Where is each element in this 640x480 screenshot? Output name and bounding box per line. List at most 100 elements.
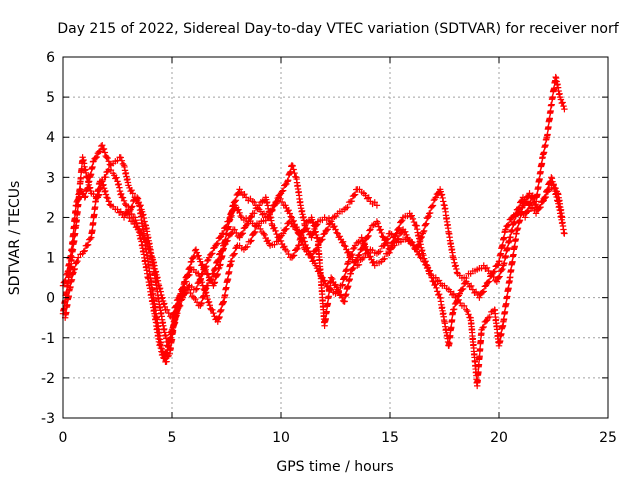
- y-tick-label: 0: [46, 291, 55, 307]
- data-point: [192, 246, 200, 253]
- data-point-trace: [64, 301, 71, 309]
- data-point-trace: [182, 278, 190, 285]
- data-point-trace: [381, 255, 388, 262]
- data-point-trace: [288, 220, 295, 227]
- data-point-trace: [348, 197, 356, 205]
- data-point: [306, 250, 313, 257]
- data-point-trace: [278, 198, 286, 206]
- data-point-trace: [447, 288, 454, 295]
- data-point-trace: [239, 230, 247, 237]
- data-point-trace: [377, 226, 384, 233]
- data-point: [327, 274, 335, 281]
- data-point: [393, 230, 400, 237]
- data-point-trace: [241, 190, 248, 198]
- data-point-trace: [244, 243, 251, 250]
- data-point-trace: [315, 267, 323, 274]
- data-point-trace: [398, 217, 406, 224]
- data-point-trace: [332, 281, 339, 288]
- data-point-trace: [208, 250, 215, 258]
- data-point: [120, 214, 128, 221]
- data-point-trace: [336, 233, 344, 240]
- data-point-trace: [408, 212, 415, 219]
- data-point: [83, 242, 91, 249]
- data-point-trace: [307, 251, 314, 259]
- data-point-trace: [294, 245, 301, 252]
- data-point-trace: [459, 285, 467, 293]
- data-point-trace: [453, 269, 461, 276]
- data-point-trace: [435, 277, 443, 284]
- data-point-trace: [80, 248, 87, 255]
- data-point-trace: [211, 265, 219, 273]
- data-point-trace: [390, 238, 397, 245]
- y-tick-label: 1: [46, 251, 55, 267]
- data-point-trace: [237, 212, 244, 220]
- data-point: [480, 262, 487, 269]
- data-point-trace: [120, 197, 128, 204]
- x-tick-label: 5: [168, 430, 177, 446]
- data-point-trace: [286, 210, 293, 217]
- data-point: [114, 178, 121, 185]
- data-point-trace: [93, 153, 100, 161]
- data-point-trace: [543, 187, 551, 194]
- data-point-trace: [213, 240, 220, 248]
- data-point: [288, 214, 296, 221]
- data-point: [192, 286, 200, 293]
- data-point: [223, 238, 230, 245]
- data-point-trace: [285, 207, 292, 214]
- data-point-trace: [320, 231, 327, 238]
- data-point-trace: [160, 351, 167, 359]
- data-point-trace: [199, 282, 207, 289]
- data-point-trace: [285, 250, 292, 258]
- data-point: [367, 226, 374, 233]
- data-point-trace: [101, 149, 109, 156]
- data-point-trace: [450, 306, 458, 313]
- data-point: [142, 238, 150, 245]
- y-tick-label: -2: [41, 371, 55, 387]
- data-point: [347, 270, 354, 277]
- data-point-trace: [273, 230, 280, 238]
- data-point-trace: [173, 302, 180, 309]
- data-point-trace: [426, 209, 434, 217]
- data-point-trace: [370, 258, 377, 265]
- data-point-trace: [115, 180, 122, 188]
- data-point-trace: [300, 227, 307, 234]
- data-point-trace: [128, 204, 135, 211]
- data-point-trace: [313, 221, 321, 228]
- data-point-trace: [529, 195, 536, 202]
- data-point: [129, 190, 136, 197]
- data-point-trace: [233, 229, 240, 237]
- data-point: [358, 234, 365, 241]
- data-point-trace: [126, 214, 133, 222]
- data-point-trace: [170, 310, 177, 318]
- data-point-trace: [118, 190, 125, 198]
- y-axis-label: SDTVAR / TECUs: [7, 181, 23, 296]
- data-point-trace: [355, 252, 362, 259]
- data-point-trace: [398, 218, 405, 225]
- data-point-trace: [124, 211, 132, 219]
- data-point-trace: [245, 220, 252, 227]
- data-point-trace: [289, 252, 297, 260]
- x-tick-label: 15: [381, 430, 399, 446]
- data-point-trace: [82, 193, 89, 200]
- data-point-trace: [352, 258, 359, 265]
- data-point-trace: [402, 228, 409, 235]
- data-point-trace: [365, 194, 372, 201]
- data-point-trace: [143, 239, 150, 246]
- data-point: [469, 286, 477, 293]
- data-point-trace: [342, 243, 349, 250]
- data-point-trace: [161, 354, 169, 361]
- data-point-trace: [73, 259, 80, 266]
- data-point: [210, 270, 217, 277]
- y-tick-label: -3: [41, 411, 55, 427]
- data-point-trace: [248, 237, 255, 244]
- data-point-trace: [349, 265, 356, 273]
- data-point-trace: [436, 290, 443, 298]
- data-point-trace: [260, 210, 268, 217]
- data-point-trace: [206, 302, 213, 309]
- data-point-trace: [105, 158, 112, 165]
- data-point-trace: [172, 303, 179, 310]
- data-point-trace: [193, 299, 201, 306]
- data-point-trace: [549, 93, 556, 101]
- data-point: [432, 194, 439, 201]
- y-tick-label: -1: [41, 331, 55, 347]
